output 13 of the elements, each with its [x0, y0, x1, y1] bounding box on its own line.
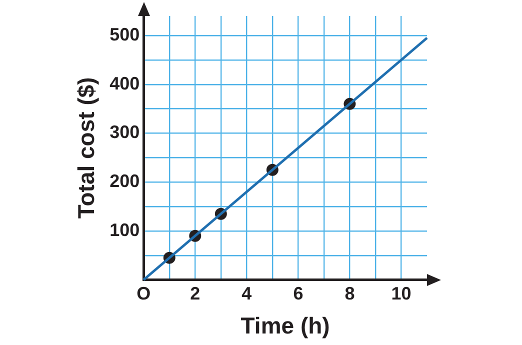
x-axis-title: Time (h) — [240, 312, 330, 339]
y-tick-label: 200 — [110, 171, 140, 192]
x-tick-label: 8 — [344, 284, 355, 304]
x-tick-label: 4 — [242, 284, 252, 304]
x-tick-label: 6 — [293, 284, 304, 304]
x-tick-label: 10 — [391, 284, 412, 304]
x-tick-label: O — [136, 284, 151, 304]
y-tick-label: 400 — [110, 73, 140, 94]
y-tick-label: 300 — [110, 122, 140, 142]
y-axis-title: Total cost ($) — [73, 77, 100, 219]
y-tick-label: 500 — [110, 24, 140, 45]
x-tick-label: 2 — [190, 284, 200, 304]
y-tick-label: 100 — [110, 220, 140, 240]
